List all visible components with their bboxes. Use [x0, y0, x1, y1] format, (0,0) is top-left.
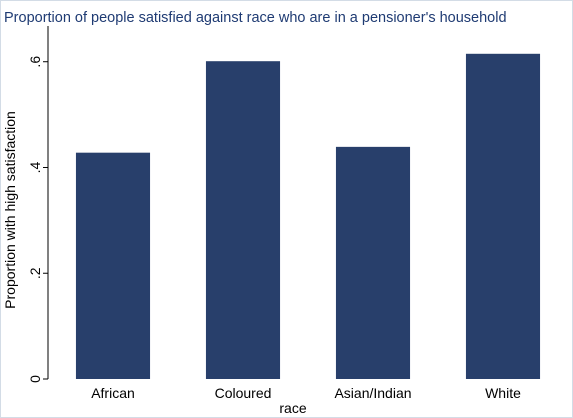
y-tick-label: 0 [27, 375, 43, 383]
x-tick-label: Asian/Indian [334, 385, 411, 401]
bar [75, 152, 151, 379]
y-axis-label: Proportion with high satisfaction [2, 111, 18, 309]
chart-title: Proportion of people satisfied against r… [4, 10, 507, 26]
x-tick-label: Coloured [215, 385, 272, 401]
plot-area: 0 .2 .4 .6 African Coloured Asian/Indian White [27, 26, 541, 401]
bar [335, 146, 411, 379]
x-tick-label: White [485, 385, 521, 401]
x-tick-label: African [91, 385, 135, 401]
y-tick-label: .2 [27, 267, 43, 279]
bar [205, 61, 281, 379]
x-axis-label: race [279, 400, 306, 416]
y-tick-label: .6 [27, 56, 43, 68]
bar [465, 53, 541, 379]
y-tick-label: .4 [27, 161, 43, 173]
